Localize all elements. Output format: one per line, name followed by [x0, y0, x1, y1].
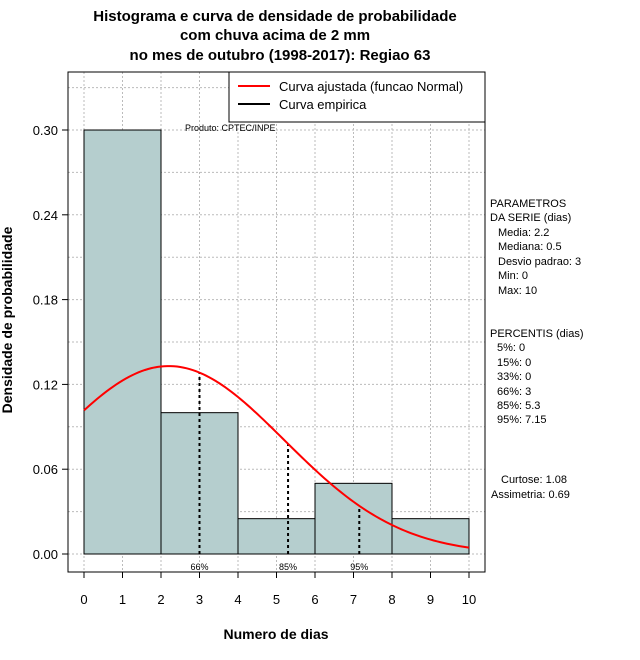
y-tick-label-0: 0.00 — [33, 547, 58, 562]
percentile-label-1: 85% — [279, 562, 297, 572]
histogram-bar-2 — [237, 518, 316, 555]
y-axis-title: Densidade de probabilidade — [0, 226, 15, 413]
x-tick-label-2: 2 — [157, 592, 164, 607]
x-tick-label-1: 1 — [119, 592, 126, 607]
x-tick-label-6: 6 — [311, 592, 318, 607]
x-tick-label-10: 10 — [462, 592, 476, 607]
histogram-bar-1 — [160, 412, 239, 555]
percentil-15: 15%: 0 — [497, 357, 531, 369]
parameters-header-2: DA SERIE (dias) — [490, 212, 571, 224]
y-tick-label-1: 0.06 — [33, 462, 58, 477]
percentile-label-0: 66% — [190, 562, 208, 572]
percentil-66: 66%: 3 — [497, 386, 531, 398]
x-tick-label-0: 0 — [80, 592, 87, 607]
param-min: Min: 0 — [498, 270, 528, 282]
product-annotation: Produto: CPTEC/INPE — [185, 123, 276, 133]
shape-stats-panel: Curtose: 1.08 Assimetria: 0.69 — [491, 474, 570, 501]
y-tick-label-4: 0.24 — [33, 208, 58, 223]
x-tick-label-3: 3 — [196, 592, 203, 607]
fitted-normal-curve — [83, 365, 470, 549]
x-tick-label-9: 9 — [427, 592, 434, 607]
legend: Curva ajustada (funcao Normal) Curva emp… — [228, 71, 486, 123]
bar-layer — [83, 129, 470, 555]
x-axis-title: Numero de dias — [223, 626, 328, 642]
curve-layer — [83, 365, 470, 549]
legend-empirical-label: Curva empirica — [279, 97, 367, 112]
param-max: Max: 10 — [498, 285, 537, 297]
y-tick-label-5: 0.30 — [33, 123, 58, 138]
chart-title-line-2: com chuva acima de 2 mm — [180, 27, 370, 44]
chart-title-line-1: Histograma e curva de densidade de proba… — [93, 8, 456, 25]
parameters-panel: PARAMETROS DA SERIE (dias) Media: 2.2 Me… — [490, 198, 581, 297]
percentil-85: 85%: 5.3 — [497, 400, 540, 412]
percentil-33: 33%: 0 — [497, 371, 531, 383]
y-tick-label-2: 0.12 — [33, 377, 58, 392]
x-tick-label-4: 4 — [234, 592, 241, 607]
y-tick-label-3: 0.18 — [33, 293, 58, 308]
histogram-bar-4 — [391, 518, 470, 555]
percentile-label-2: 95% — [350, 562, 368, 572]
percentis-panel: PERCENTIS (dias) 5%: 0 15%: 0 33%: 0 66%… — [490, 328, 584, 426]
parameters-header-1: PARAMETROS — [490, 198, 566, 210]
stat-assimetria: Assimetria: 0.69 — [491, 489, 570, 501]
legend-fitted-label: Curva ajustada (funcao Normal) — [279, 79, 463, 94]
x-tick-label-8: 8 — [388, 592, 395, 607]
percentil-95: 95%: 7.15 — [497, 414, 547, 426]
percentile-layer: 66% 85% 95% — [190, 372, 368, 572]
param-media: Media: 2.2 — [498, 227, 549, 239]
x-tick-label-5: 5 — [273, 592, 280, 607]
axis-layer: 0 1 2 3 4 5 6 7 8 9 10 0.00 0.06 0.12 0.18 0.24 0.30 — [33, 123, 477, 607]
param-desvio: Desvio padrao: 3 — [498, 256, 581, 268]
x-tick-label-7: 7 — [350, 592, 357, 607]
percentis-header: PERCENTIS (dias) — [490, 328, 584, 340]
legend-box — [228, 71, 486, 123]
stat-curtose: Curtose: 1.08 — [501, 474, 567, 486]
histogram-bar-0 — [83, 129, 162, 555]
chart-title-line-3: no mes de outubro (1998-2017): Regiao 63 — [130, 47, 431, 64]
percentil-5: 5%: 0 — [497, 342, 525, 354]
param-mediana: Mediana: 0.5 — [498, 241, 562, 253]
